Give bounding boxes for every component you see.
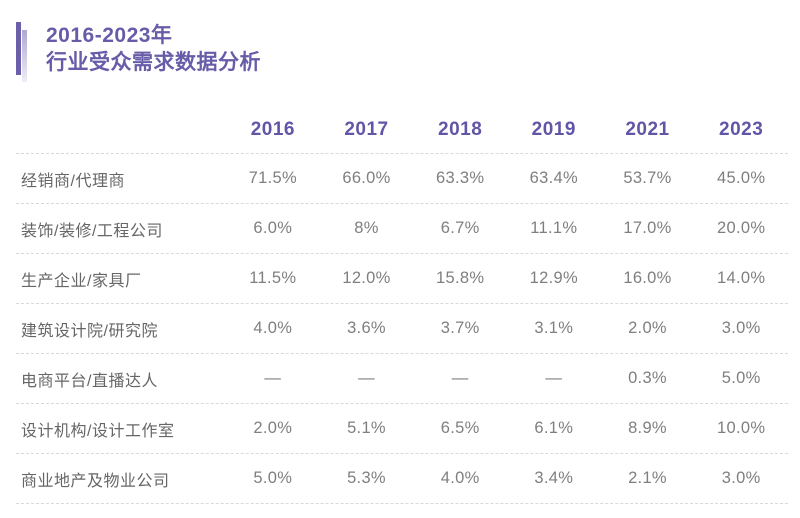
cell-value: — (451, 369, 469, 387)
table-row: 经销商/代理商 71.5% 66.0% 63.3% 63.4% 53.7% 45… (16, 154, 788, 204)
cell-value: 8.9% (628, 419, 667, 437)
cell-value: 5.0% (253, 469, 293, 487)
cell-value: 71.5% (248, 169, 297, 187)
title-accent-bars (16, 22, 27, 82)
column-header-2019: 2019 (531, 119, 576, 140)
column-header-2016: 2016 (250, 119, 295, 140)
table-row: 设计机构/设计工作室 2.0% 5.1% 6.5% 6.1% 8.9% 10.0… (16, 404, 788, 454)
cell-value: 5.3% (347, 469, 386, 487)
cell-value: 63.3% (436, 169, 485, 187)
cell-value: 6.7% (440, 219, 480, 237)
cell-value: 4.0% (253, 319, 293, 337)
cell-value: 17.0% (623, 219, 672, 237)
page-title-line1: 2016-2023年 (46, 24, 173, 47)
page-title: 2016-2023年 行业受众需求数据分析 (46, 22, 261, 76)
column-header-2017: 2017 (344, 119, 389, 140)
cell-value: 4.0% (440, 469, 480, 487)
cell-value: 12.0% (342, 269, 391, 287)
table-row: 建筑设计院/研究院 4.0% 3.6% 3.7% 3.1% 2.0% 3.0% (16, 304, 788, 354)
cell-value: 6.0% (253, 219, 293, 237)
data-table: 2016 2017 2018 2019 2021 2023 经销商/代理商 71… (16, 107, 788, 504)
cell-value: 15.8% (436, 269, 485, 287)
cell-value: 2.0% (628, 319, 667, 337)
cell-value: 53.7% (623, 169, 672, 187)
cell-value: 0.3% (628, 369, 667, 387)
cell-value: 10.0% (717, 419, 766, 437)
cell-value: 45.0% (717, 169, 766, 187)
row-label: 生产企业/家具厂 (21, 272, 142, 290)
cell-value: 2.0% (253, 419, 293, 437)
cell-value: 3.1% (534, 319, 574, 337)
row-label: 建筑设计院/研究院 (21, 322, 158, 340)
cell-value: 11.5% (249, 269, 297, 287)
table-row: 商业地产及物业公司 5.0% 5.3% 4.0% 3.4% 2.1% 3.0% (16, 454, 788, 504)
cell-value: 3.0% (721, 469, 761, 487)
cell-value: 20.0% (717, 219, 766, 237)
title-block: 2016-2023年 行业受众需求数据分析 (16, 22, 261, 82)
cell-value: 3.0% (721, 319, 761, 337)
accent-bar-dark (16, 22, 21, 75)
cell-value: 6.1% (534, 419, 574, 437)
cell-value: 11.1% (530, 219, 578, 237)
cell-value: — (358, 369, 375, 387)
cell-value: 5.0% (721, 369, 761, 387)
cell-value: 3.7% (440, 319, 480, 337)
cell-value: 16.0% (623, 269, 672, 287)
cell-value: 6.5% (440, 419, 480, 437)
row-label: 商业地产及物业公司 (21, 472, 170, 490)
cell-value: 66.0% (342, 169, 391, 187)
table-header-row: 2016 2017 2018 2019 2021 2023 (16, 107, 788, 154)
cell-value: 3.4% (534, 469, 574, 487)
column-header-2018: 2018 (438, 119, 483, 140)
row-label: 设计机构/设计工作室 (21, 422, 175, 440)
column-header-2021: 2021 (625, 119, 670, 140)
cell-value: 63.4% (529, 169, 578, 187)
cell-value: — (264, 369, 282, 387)
table-row: 生产企业/家具厂 11.5% 12.0% 15.8% 12.9% 16.0% 1… (16, 254, 788, 304)
cell-value: 5.1% (347, 419, 386, 437)
row-label: 经销商/代理商 (21, 172, 125, 190)
cell-value: 14.0% (717, 269, 766, 287)
row-label: 装饰/装修/工程公司 (21, 222, 163, 240)
column-header-2023: 2023 (719, 119, 764, 140)
table-row: 装饰/装修/工程公司 6.0% 8% 6.7% 11.1% 17.0% 20.0… (16, 204, 788, 254)
table-row: 电商平台/直播达人 — — — — 0.3% 5.0% (16, 354, 788, 404)
row-label: 电商平台/直播达人 (21, 372, 158, 390)
cell-value: 3.6% (347, 319, 386, 337)
cell-value: 12.9% (529, 269, 578, 287)
cell-value: 2.1% (628, 469, 667, 487)
cell-value: — (545, 369, 563, 387)
page-title-line2: 行业受众需求数据分析 (46, 51, 261, 74)
accent-bar-light (22, 30, 27, 82)
cell-value: 8% (354, 219, 379, 237)
